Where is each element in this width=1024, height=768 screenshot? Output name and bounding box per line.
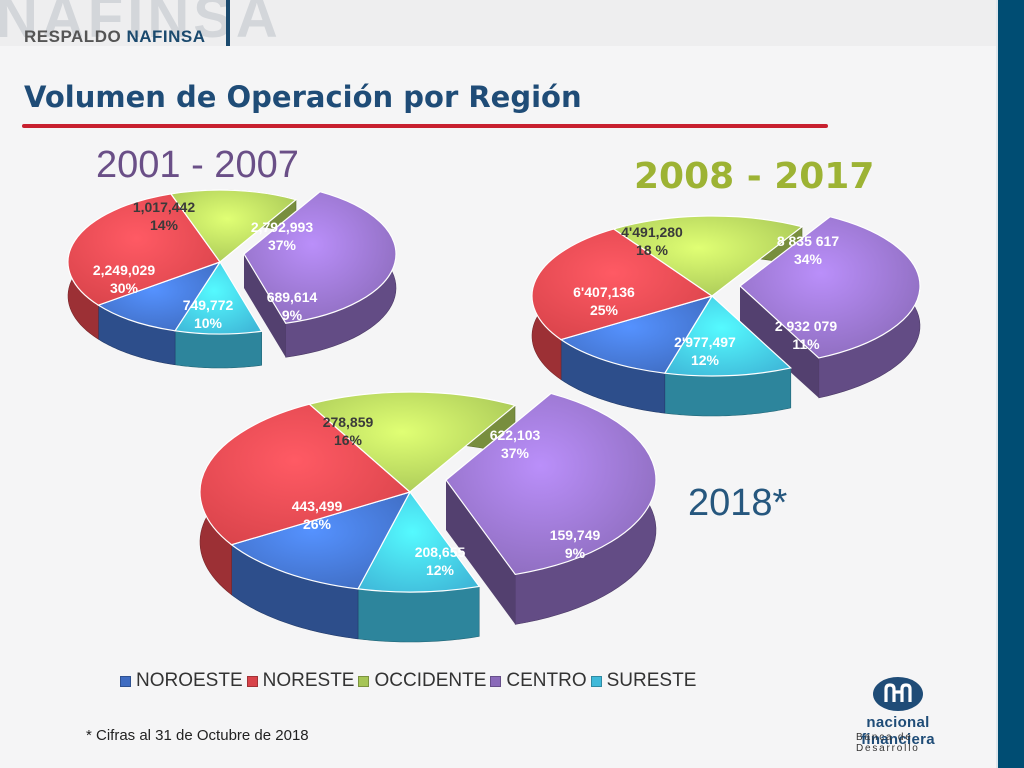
legend-swatch-sureste — [590, 675, 602, 687]
legend-label-noroeste: NOROESTE — [136, 670, 243, 691]
pie-1-cut-centro — [244, 254, 286, 358]
pie-2-value-centro: 8 835 617 — [777, 233, 839, 249]
pie-2-pct-noroeste: 12% — [691, 352, 720, 368]
legend-label-noreste: NORESTE — [262, 670, 355, 691]
pie-2-slice-sureste — [663, 295, 793, 377]
pie-3-pct-noreste: 26% — [303, 516, 332, 532]
pie-3-slice-noroeste — [230, 491, 412, 590]
legend-item-noroeste: NOROESTE — [120, 670, 243, 692]
legend-swatch-noroeste — [120, 675, 131, 687]
legend-swatch-noreste — [246, 675, 258, 687]
pie-3-slice-occidente — [308, 391, 517, 493]
pie-3-value-noroeste: 208,655 — [415, 544, 466, 560]
legend-swatch-occidente — [358, 675, 370, 687]
pie-tops-3 — [199, 391, 657, 593]
pie-1-value-centro: 2,792,993 — [251, 219, 313, 235]
legend-item-occidente: OCCIDENTE — [358, 670, 486, 692]
pie-1-pct-centro: 37% — [268, 237, 297, 253]
nafin-logo: nacional financiera Banca de Desarrollo — [828, 676, 968, 754]
brand-divider — [226, 0, 230, 46]
pie-2-slice-occidente — [612, 215, 804, 297]
right-sidebar-bar — [998, 0, 1024, 768]
pie-1-value-occidente: 1,017,442 — [133, 199, 195, 215]
title-underline — [22, 124, 828, 128]
pie-2-pct-centro: 34% — [794, 251, 823, 267]
pie-2-slice-noreste — [531, 228, 714, 341]
pie-2-pct-occidente: 18 % — [636, 242, 668, 258]
footnote: * Cifras al 31 de Octubre de 2018 — [86, 727, 309, 744]
pie-2-pct-noreste: 25% — [590, 302, 619, 318]
pie-1-slice-sureste — [174, 260, 263, 335]
page-title: Volumen de Operación por Región — [24, 80, 582, 114]
pie-1-pct-noroeste: 10% — [194, 315, 223, 331]
pie-1-slice-centro — [243, 190, 397, 324]
brand-watermark: NAFINSA — [0, 0, 282, 50]
pie-3-value-occidente: 278,859 — [323, 414, 374, 430]
legend-label-centro: CENTRO — [506, 670, 587, 691]
pie-1-pct-occidente: 14% — [150, 217, 179, 233]
legend-item-noreste: NORESTE — [246, 670, 355, 692]
pie-3-pct-occidente: 16% — [334, 432, 363, 448]
legend: NOROESTE NORESTE OCCIDENTE CENTRO SUREST… — [120, 670, 696, 692]
pie-1-side-sureste — [174, 330, 262, 369]
pie-2-slice-centro — [739, 216, 921, 359]
pie-2-cut-centro — [740, 286, 819, 398]
chart-title-2018: 2018* — [688, 482, 788, 524]
chart-title-2001-2007: 2001 - 2007 — [96, 144, 299, 186]
pie-2-pct-sureste: 11% — [792, 336, 820, 352]
legend-label-occidente: OCCIDENTE — [374, 670, 487, 691]
pie-2-value-sureste: 2 932 079 — [775, 318, 837, 334]
pie-3-value-sureste: 159,749 — [550, 527, 601, 543]
pie-labels-2: 2'977,497 12% 6'407,136 25% 4'491,280 18 % 8 8… — [573, 224, 839, 368]
sidebar-edge — [996, 0, 998, 768]
pie-3-slice-centro — [445, 392, 657, 576]
legend-swatch-centro — [490, 675, 502, 687]
pie-chart-3: 208,655 12% 443,499 26% 278,859 16% 622,103 37%… — [199, 391, 657, 643]
pie-1-slice-occidente — [169, 189, 298, 263]
pie-2-value-occidente: 4'491,280 — [621, 224, 683, 240]
pie-1-value-sureste: 689,614 — [267, 289, 318, 305]
brand-subtitle: RESPALDO NAFINSA — [24, 27, 206, 47]
pie-3-pct-noroeste: 12% — [426, 562, 455, 578]
legend-label-sureste: SURESTE — [606, 670, 697, 691]
nafin-logo-icon — [873, 677, 923, 711]
logo-name: nacional financiera — [861, 714, 935, 748]
pie-3-value-centro: 622,103 — [490, 427, 541, 443]
pie-tops-1 — [67, 189, 397, 335]
legend-item-centro: CENTRO — [490, 670, 587, 692]
pie-labels-3: 208,655 12% 443,499 26% 278,859 16% 622,103 37%… — [292, 414, 601, 578]
chart-title-2008-2017: 2008 - 2017 — [634, 156, 875, 197]
pie-3-cut-centro — [446, 480, 516, 625]
pie-3-pct-sureste: 9% — [565, 545, 586, 561]
pie-3-slice-sureste — [357, 490, 481, 593]
pie-chart-1: 749,772 10% 2,249,029 30% 1,017,442 14% 2,792,… — [67, 189, 397, 369]
header-band — [0, 0, 998, 46]
logo-subtitle: Banca de Desarrollo — [856, 732, 920, 754]
pie-2-value-noroeste: 2'977,497 — [674, 334, 736, 350]
pie-1-pct-sureste: 9% — [282, 307, 303, 323]
pie-2-slice-noroeste — [559, 294, 714, 374]
pie-1-slice-noroeste — [96, 260, 222, 332]
pie-1-value-noroeste: 749,772 — [183, 297, 234, 313]
legend-item-sureste: SURESTE — [590, 670, 697, 692]
pie-2-value-noreste: 6'407,136 — [573, 284, 635, 300]
brand-sub-right: NAFINSA — [126, 27, 206, 46]
pie-labels-1: 749,772 10% 2,249,029 30% 1,017,442 14% 2,792,… — [93, 199, 318, 331]
brand-sub-left: RESPALDO — [24, 27, 122, 46]
pie-3-side-sureste — [357, 586, 480, 643]
pie-3-value-noreste: 443,499 — [292, 498, 343, 514]
pie-tops-2 — [531, 215, 921, 377]
pie-1-value-noreste: 2,249,029 — [93, 262, 155, 278]
pie-3-slice-noreste — [199, 403, 412, 546]
pie-1-slice-noreste — [67, 193, 221, 306]
pie-1-pct-noreste: 30% — [110, 280, 139, 296]
pie-3-pct-centro: 37% — [501, 445, 530, 461]
pie-chart-2: 2'977,497 12% 6'407,136 25% 4'491,280 18 % 8 8… — [531, 215, 921, 417]
